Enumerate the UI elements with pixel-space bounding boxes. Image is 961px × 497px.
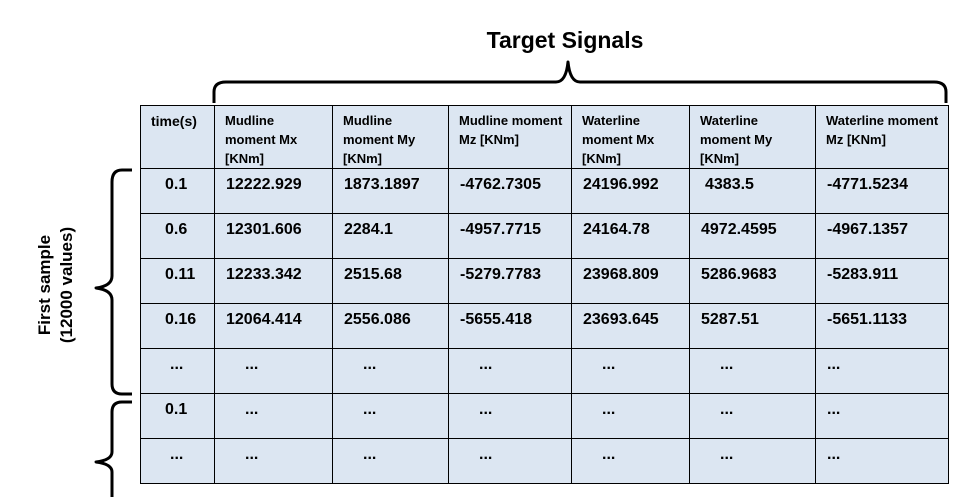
table-cell: -4957.7715 <box>448 213 572 259</box>
table-cell: ... <box>332 348 449 394</box>
table-cell: ... <box>815 393 949 439</box>
table-cell: 23693.645 <box>571 303 690 349</box>
table-cell: ... <box>214 348 333 394</box>
target-signals-table: time(s) Mudline moment Mx [KNm] Mudline … <box>140 105 949 484</box>
header-cell-waterline-mx: Waterline moment Mx [KNm] <box>571 105 690 169</box>
table-row: 0.6 12301.606 2284.1 -4957.7715 24164.78… <box>140 213 949 259</box>
table-cell: ... <box>689 393 816 439</box>
table-cell: -5283.911 <box>815 258 949 304</box>
table-cell: ... <box>571 438 690 484</box>
first-sample-label: First sample (12000 values) <box>34 227 78 343</box>
table-cell: 0.1 <box>140 393 215 439</box>
table-cell: 12301.606 <box>214 213 333 259</box>
header-cell-mudline-mz: Mudline moment Mz [KNm] <box>448 105 572 169</box>
table-cell: ... <box>332 438 449 484</box>
header-cell-waterline-mz: Waterline moment Mz [KNm] <box>815 105 949 169</box>
table-cell: ... <box>214 438 333 484</box>
table-cell: 23968.809 <box>571 258 690 304</box>
table-cell: ... <box>571 348 690 394</box>
table-row: 0.16 12064.414 2556.086 -5655.418 23693.… <box>140 303 949 349</box>
table-cell: -4967.1357 <box>815 213 949 259</box>
table-cell: 0.1 <box>140 168 215 214</box>
table-cell: 24196.992 <box>571 168 690 214</box>
table-row: 0.11 12233.342 2515.68 -5279.7783 23968.… <box>140 258 949 304</box>
table-cell: ... <box>332 393 449 439</box>
table-cell: 0.16 <box>140 303 215 349</box>
table-cell: ... <box>448 438 572 484</box>
table-cell: 5286.9683 <box>689 258 816 304</box>
table-cell: -4762.7305 <box>448 168 572 214</box>
side-label-line1: First sample <box>35 234 54 336</box>
header-cell-time: time(s) <box>140 105 215 169</box>
table-cell: ... <box>214 393 333 439</box>
header-cell-mudline-my: Mudline moment My [KNm] <box>332 105 449 169</box>
table-cell: -5655.418 <box>448 303 572 349</box>
table-cell: ... <box>140 348 215 394</box>
table-cell: ... <box>571 393 690 439</box>
table-row: ... ... ... ... ... ... ... <box>140 438 949 484</box>
table-row: 0.1 ... ... ... ... ... ... <box>140 393 949 439</box>
table-cell: ... <box>448 393 572 439</box>
diagram-title: Target Signals <box>486 27 644 53</box>
header-cell-mudline-mx: Mudline moment Mx [KNm] <box>214 105 333 169</box>
table-cell: 2284.1 <box>332 213 449 259</box>
table-cell: -4771.5234 <box>815 168 949 214</box>
table-cell: 2515.68 <box>332 258 449 304</box>
table-cell: ... <box>448 348 572 394</box>
table-cell: 1873.1897 <box>332 168 449 214</box>
table-cell: 0.6 <box>140 213 215 259</box>
header-cell-waterline-my: Waterline moment My [KNm] <box>689 105 816 169</box>
table-cell: 4972.4595 <box>689 213 816 259</box>
table-cell: 12222.929 <box>214 168 333 214</box>
table-row: 0.1 12222.929 1873.1897 -4762.7305 24196… <box>140 168 949 214</box>
table-cell: 24164.78 <box>571 213 690 259</box>
table-cell: ... <box>140 438 215 484</box>
table-cell: ... <box>815 438 949 484</box>
table-cell: 4383.5 <box>689 168 816 214</box>
table-cell: ... <box>689 348 816 394</box>
header-row: time(s) Mudline moment Mx [KNm] Mudline … <box>140 105 949 169</box>
side-label-line2: (12000 values) <box>57 226 76 344</box>
table-cell: 12233.342 <box>214 258 333 304</box>
table-cell: -5651.1133 <box>815 303 949 349</box>
table-row: ... ... ... ... ... ... ... <box>140 348 949 394</box>
table-cell: ... <box>815 348 949 394</box>
table-cell: ... <box>689 438 816 484</box>
table-cell: 0.11 <box>140 258 215 304</box>
table-cell: -5279.7783 <box>448 258 572 304</box>
table-cell: 2556.086 <box>332 303 449 349</box>
table-cell: 12064.414 <box>214 303 333 349</box>
table-cell: 5287.51 <box>689 303 816 349</box>
